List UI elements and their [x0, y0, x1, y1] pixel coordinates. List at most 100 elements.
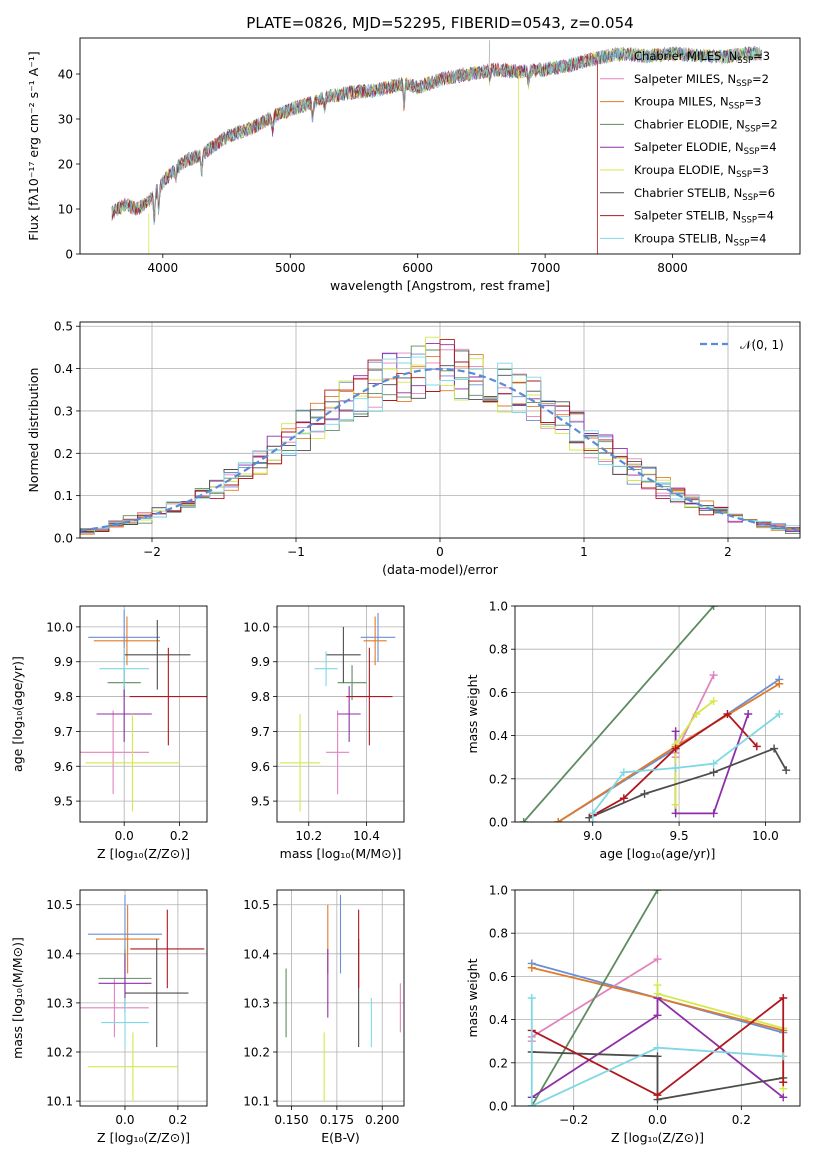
legend-count: =2	[761, 117, 778, 131]
y-tick-label: 0.2	[489, 1056, 508, 1070]
weight-marker-kroupa_stelib	[588, 809, 597, 818]
panel-spectrum: 4000 5000 6000 7000 8000 0 10 20 30 40 wavelength …	[26, 37, 801, 293]
x-axis-label: Z [log₁₀(Z/Z⊙)]	[97, 1130, 190, 1145]
legend-count: =4	[749, 231, 766, 245]
y-tick-label: 10	[58, 203, 73, 217]
panel-weight_vs_age: 9.0 9.5 10.0 0.0 0.2 0.4 0.6 0.8 1.0 age [log₁₀(a…	[465, 600, 801, 861]
y-tick-label: 40	[58, 68, 73, 82]
x-tick-label: 10.2	[295, 829, 322, 843]
y-tick-label: 9.9	[54, 655, 73, 669]
y-tick-label: 0.2	[489, 772, 508, 786]
panel-residuals: −2 −1 0 1 2 0.0 0.1 0.2 0.3 0.4 0.5 (data-model)/er…	[26, 320, 801, 577]
x-tick-label: 1	[580, 545, 588, 559]
y-axis-label: Normed distribution	[26, 368, 41, 493]
weight-marker-chabrier_stelib	[782, 766, 791, 775]
weight-marker-salpeter_elodie	[671, 727, 680, 736]
y-tick-label: 10.2	[243, 1046, 270, 1060]
x-axis-label: wavelength [Angstrom, rest frame]	[330, 278, 550, 293]
x-tick-label: 0	[436, 545, 444, 559]
weight-marker-kroupa_stelib	[775, 710, 784, 718]
x-tick-label: 5000	[275, 261, 306, 275]
weight-marker-kroupa_stelib	[588, 818, 597, 822]
weight-marker-salpeter_miles	[653, 955, 662, 964]
y-tick-label: 10.0	[46, 620, 73, 634]
y-tick-label: 0.8	[489, 643, 508, 657]
weight-marker-kroupa_elodie	[653, 981, 662, 990]
y-tick-label: 10.1	[46, 1095, 73, 1109]
axes-frame	[276, 605, 405, 823]
y-tick-label: 0.4	[489, 729, 508, 743]
weight-marker-kroupa_elodie	[671, 800, 680, 809]
x-tick-label: −1	[287, 545, 305, 559]
legend-label: Chabrier STELIB, NSSP=6	[634, 186, 775, 203]
legend-label: Kroupa STELIB, NSSP=4	[634, 231, 766, 248]
weight-marker-salpeter_stelib	[752, 742, 761, 751]
weight-line-kroupa_elodie	[656, 985, 785, 1089]
y-tick-label: 9.5	[54, 795, 73, 809]
weight-marker-chabrier_elodie	[653, 890, 662, 894]
legend-subscript: SSP	[742, 193, 758, 203]
legend-subscript: SSP	[729, 102, 745, 112]
x-tick-label: −2	[143, 545, 161, 559]
legend-count: =3	[752, 163, 769, 177]
weight-marker-salpeter_miles	[709, 671, 718, 680]
spectrum-legend: Chabrier MILES, NSSP=3 Salpeter MILES, NS…	[600, 49, 778, 248]
legend-count: =3	[753, 49, 770, 63]
y-tick-label: 0.6	[489, 970, 508, 984]
y-tick-label: 9.7	[54, 725, 73, 739]
x-tick-label: 4000	[148, 261, 179, 275]
x-tick-label: 0.0	[115, 829, 134, 843]
y-axis-label: mass weight	[465, 958, 480, 1037]
weight-marker-salpeter_elodie	[709, 809, 718, 818]
weight-marker-kroupa_elodie	[709, 697, 718, 706]
y-tick-label: 0	[65, 248, 73, 262]
weight-marker-kroupa_stelib	[653, 1043, 662, 1052]
weight-marker-chabrier_elodie	[519, 818, 528, 822]
legend-subscript: SSP	[737, 56, 753, 66]
x-tick-label: 0.150	[274, 1113, 308, 1127]
y-tick-label: 0.5	[54, 320, 73, 334]
histogram-salpeter_stelib	[80, 339, 800, 538]
x-tick-label: 0.200	[365, 1113, 399, 1127]
x-tick-label: 0.0	[115, 1113, 134, 1127]
x-axis-label: Z [log₁₀(Z/Z⊙)]	[611, 1130, 704, 1145]
x-tick-label: 0.2	[168, 1113, 187, 1127]
legend-label: 𝒩(0, 1)	[740, 338, 784, 352]
x-axis-label: Z [log₁₀(Z/Z⊙)]	[97, 846, 190, 861]
weight-line-chabrier_stelib	[531, 1051, 784, 1101]
legend-subscript: SSP	[736, 170, 752, 180]
weight-marker-salpeter_stelib	[779, 1078, 788, 1087]
weight-marker-kroupa_stelib	[671, 764, 680, 772]
x-tick-label: 0.0	[648, 1113, 667, 1127]
legend-label: Salpeter ELODIE, NSSP=4	[634, 140, 777, 157]
weight-marker-chabrier_stelib	[709, 768, 718, 777]
y-tick-label: 10.2	[46, 1046, 73, 1060]
plot-area-weight_vs_Z	[527, 890, 788, 1106]
y-tick-label: 10.3	[46, 996, 73, 1010]
plot-area-residuals	[80, 336, 800, 538]
y-tick-label: 10.3	[243, 996, 270, 1010]
axes-frame	[79, 889, 208, 1107]
legend-label: Salpeter MILES, NSSP=2	[634, 72, 769, 89]
weight-line-kroupa_stelib	[530, 998, 784, 1106]
weight-marker-salpeter_stelib	[779, 994, 788, 1002]
axes-frame	[276, 889, 405, 1107]
y-tick-label: 9.6	[251, 760, 270, 774]
y-tick-label: 0.0	[489, 816, 508, 830]
y-tick-label: 0.4	[54, 362, 73, 376]
x-axis-label: (data-model)/error	[382, 562, 499, 577]
y-tick-label: 10.1	[243, 1095, 270, 1109]
plot-area-mass_vs_EBV	[285, 894, 401, 1102]
plot-area-weight_vs_age	[519, 606, 791, 822]
y-tick-label: 1.0	[489, 884, 508, 898]
weight-marker-kroupa_stelib	[527, 1102, 536, 1106]
weight-marker-kroupa_stelib	[619, 768, 628, 777]
plot-area-age_vs_mass	[279, 612, 396, 812]
y-tick-label: 0.8	[489, 927, 508, 941]
legend-subscript: SSP	[734, 238, 750, 248]
weight-line-chabrier_elodie	[531, 890, 659, 1106]
x-axis-label: mass [log₁₀(M/M⊙)]	[280, 846, 402, 861]
weight-marker-chabrier_stelib	[770, 744, 779, 753]
axes-frame	[79, 605, 208, 823]
weight-marker-salpeter_elodie	[671, 809, 680, 818]
